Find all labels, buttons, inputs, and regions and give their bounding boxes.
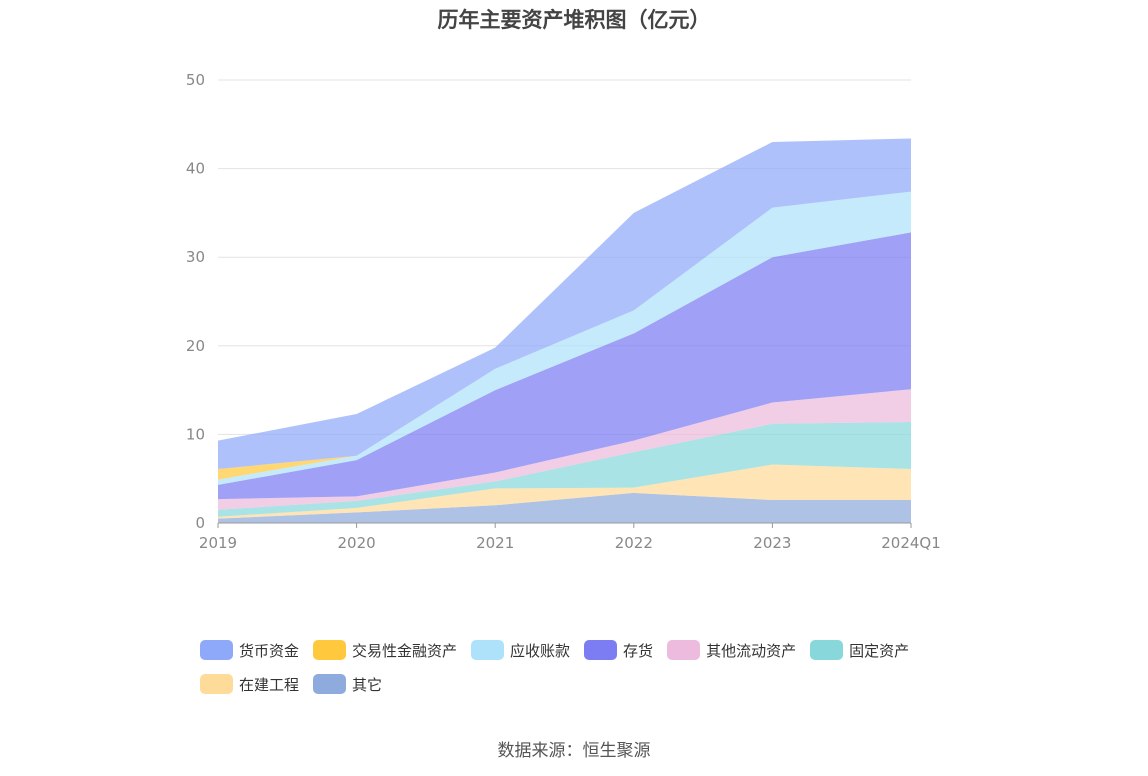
legend-label: 存货 [623, 641, 654, 660]
legend: 货币资金 交易性金融资产 应收账款 存货 其他流动资产 固定资产在建工程 其它 [200, 638, 980, 696]
legend-label: 货币资金 [239, 641, 300, 660]
legend-label: 交易性金融资产 [352, 641, 458, 660]
x-tick-label: 2024Q1 [881, 534, 941, 552]
area-series [218, 138, 911, 523]
legend-label: 其他流动资产 [706, 641, 797, 660]
chart-title: 历年主要资产堆积图（亿元） [437, 8, 711, 32]
y-tick-label: 0 [195, 514, 205, 532]
y-axis-ticks: 0 10 20 30 40 50 [186, 71, 205, 532]
y-tick-label: 50 [186, 71, 205, 89]
x-tick-label: 2021 [476, 534, 514, 552]
data-source: 数据来源：恒生聚源 [497, 741, 651, 761]
legend-swatch [200, 640, 233, 660]
area-series-3 [218, 389, 911, 510]
legend-item[interactable]: 交易性金融资产 [313, 638, 457, 662]
legend-swatch [667, 640, 701, 660]
legend-item[interactable]: 存货 [584, 638, 653, 662]
y-tick-label: 10 [186, 425, 205, 443]
area-series-1 [218, 464, 911, 519]
legend-swatch [313, 674, 347, 694]
legend-item[interactable]: 货币资金 [200, 638, 299, 662]
area-series-0 [218, 492, 911, 523]
legend-swatch [471, 640, 505, 660]
stacked-area-chart: 2019 2020 2021 2022 2023 2024Q1 0 10 20 30 40 50 [186, 71, 941, 552]
x-tick-label: 2020 [338, 534, 376, 552]
y-tick-label: 40 [186, 160, 205, 178]
legend-item[interactable]: 应收账款 [471, 638, 570, 662]
legend-swatch [810, 640, 844, 660]
legend-item[interactable]: 固定资产 [810, 638, 909, 662]
x-tick-label: 2023 [753, 534, 791, 552]
legend-swatch [584, 640, 618, 660]
legend-label: 固定资产 [849, 641, 910, 660]
area-series-2 [218, 422, 911, 517]
area-series-4 [218, 232, 911, 500]
area-series-7 [218, 138, 911, 469]
x-tick-label: 2019 [199, 534, 237, 552]
legend-swatch [313, 640, 347, 660]
y-tick-label: 20 [186, 337, 205, 355]
legend-item[interactable]: 其它 [313, 672, 382, 696]
legend-label: 其它 [352, 675, 383, 694]
legend-item[interactable]: 在建工程 [200, 672, 299, 696]
legend-swatch [200, 674, 233, 694]
legend-label: 应收账款 [510, 641, 571, 660]
legend-label: 在建工程 [239, 675, 300, 694]
legend-item[interactable]: 其他流动资产 [667, 638, 796, 662]
x-axis: 2019 2020 2021 2022 2023 2024Q1 [199, 522, 941, 552]
area-series-5 [218, 191, 911, 485]
x-tick-label: 2022 [615, 534, 653, 552]
y-tick-label: 30 [186, 248, 205, 266]
